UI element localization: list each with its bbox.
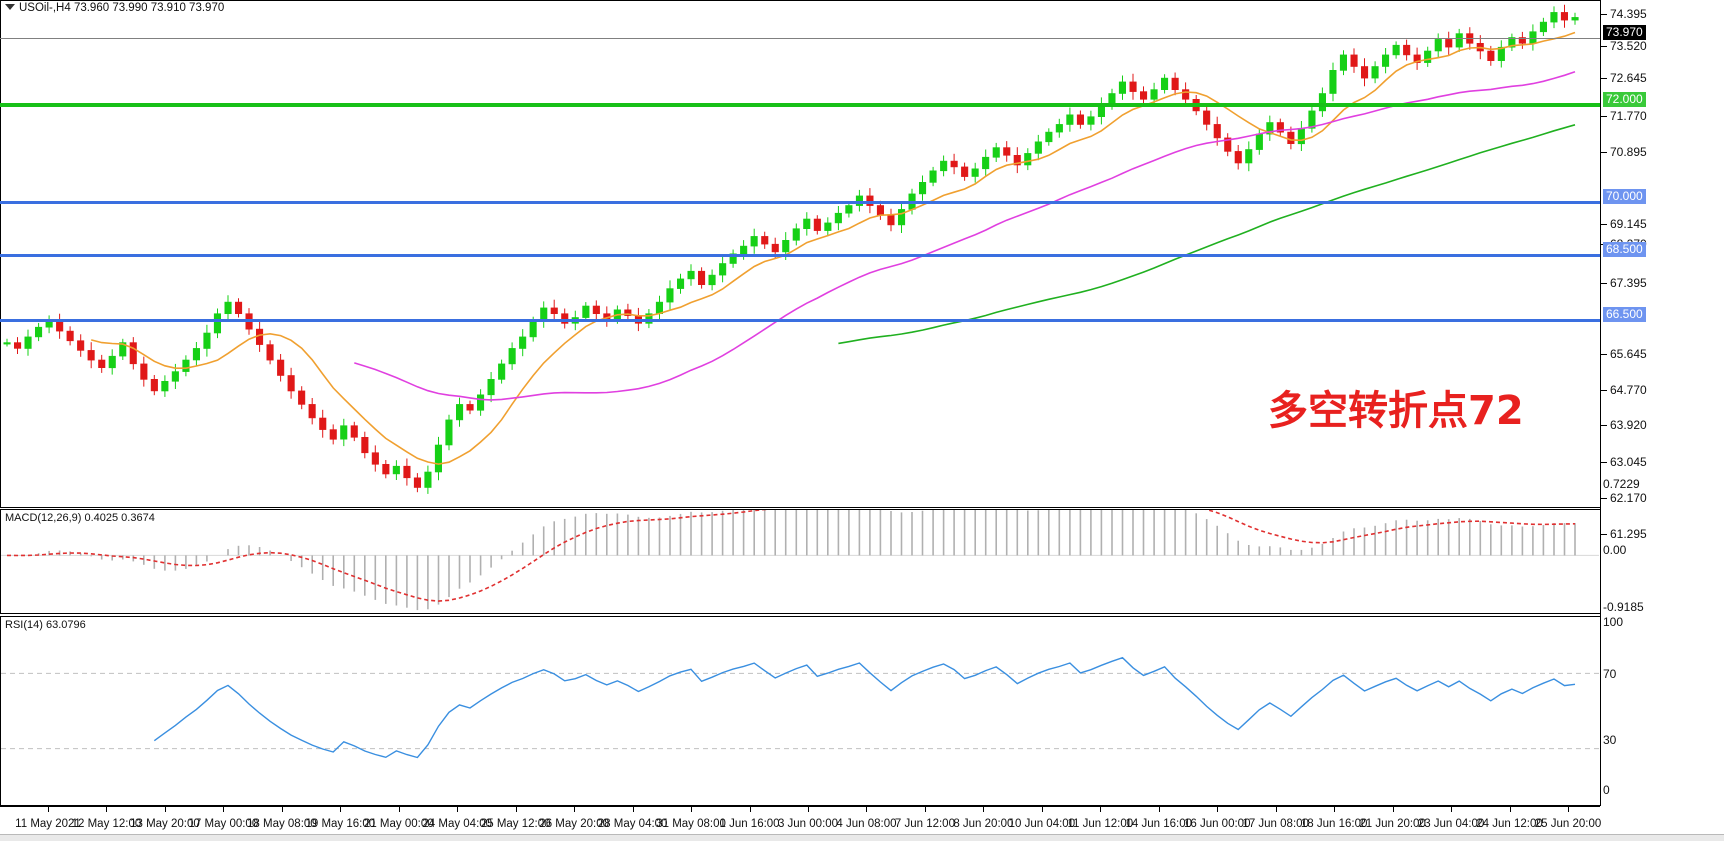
macd-panel[interactable] bbox=[0, 509, 1601, 614]
rsi-panel[interactable] bbox=[0, 616, 1601, 806]
time-axis-label: 23 Jun 04:00 bbox=[1417, 818, 1485, 830]
time-tick bbox=[1509, 807, 1511, 812]
time-axis-label: 24 May 04:00 bbox=[422, 818, 493, 830]
time-tick bbox=[457, 807, 459, 812]
time-axis-label: 8 Jun 20:00 bbox=[953, 818, 1014, 830]
chart-annotation-text: 多空转折点72 bbox=[1268, 388, 1524, 434]
macd-plot-area[interactable] bbox=[1, 510, 1600, 613]
time-axis-label: 25 May 12:00 bbox=[480, 818, 551, 830]
macd-tick-label: -0.9185 bbox=[1603, 600, 1644, 614]
time-axis-label: 18 May 08:00 bbox=[247, 818, 317, 830]
time-tick bbox=[866, 807, 868, 812]
price-scale[interactable]: 74.39573.52072.64571.77070.89569.14568.2… bbox=[1601, 0, 1724, 806]
time-axis-label: 1 Jun 16:00 bbox=[719, 818, 780, 830]
price-tick-label: 71.770 bbox=[1601, 109, 1647, 123]
time-tick bbox=[106, 807, 108, 812]
time-tick bbox=[1275, 807, 1277, 812]
time-axis-label: 14 Jun 16:00 bbox=[1125, 818, 1193, 830]
time-tick bbox=[398, 807, 400, 812]
rsi-plot-area[interactable] bbox=[1, 617, 1600, 805]
time-tick bbox=[1568, 807, 1569, 812]
time-axis-label: 12 May 12:00 bbox=[71, 818, 142, 830]
time-axis-label: 10 Jun 04:00 bbox=[1008, 818, 1076, 830]
time-tick bbox=[1041, 807, 1043, 812]
time-axis-label: 3 Jun 00:00 bbox=[777, 818, 839, 830]
price-level-line[interactable] bbox=[0, 200, 1600, 204]
time-tick bbox=[281, 807, 283, 812]
time-tick bbox=[983, 807, 985, 812]
time-tick bbox=[1451, 807, 1453, 812]
price-tick-label: 69.145 bbox=[1601, 217, 1647, 231]
price-level-line[interactable] bbox=[0, 253, 1600, 257]
time-tick bbox=[515, 807, 517, 812]
time-axis-label: 16 Jun 00:00 bbox=[1183, 818, 1251, 830]
time-axis-label: 17 Jun 08:00 bbox=[1242, 818, 1309, 830]
current-price-chip[interactable]: 73.970 bbox=[1603, 25, 1646, 40]
rsi-tick-label: 70 bbox=[1603, 667, 1617, 681]
price-tick-label: 67.395 bbox=[1601, 276, 1647, 290]
time-axis-label: 18 Jun 16:00 bbox=[1300, 818, 1368, 830]
time-axis-label: 21 May 00:00 bbox=[363, 818, 434, 830]
rsi-header-label: RSI(14) 63.0796 bbox=[5, 619, 86, 631]
time-axis-label: 25 Jun 20:00 bbox=[1534, 818, 1602, 830]
time-axis-label: 17 May 00:00 bbox=[188, 818, 259, 830]
price-axis-line bbox=[1600, 0, 1601, 806]
time-tick bbox=[632, 807, 634, 812]
time-axis-label: 19 May 16:00 bbox=[305, 818, 376, 830]
time-tick bbox=[808, 807, 809, 812]
time-tick bbox=[48, 807, 49, 812]
time-axis-label: 28 May 04:00 bbox=[597, 818, 668, 830]
price-tick-label: 65.645 bbox=[1601, 347, 1647, 361]
triangle-down-icon[interactable] bbox=[5, 4, 15, 10]
time-tick bbox=[1158, 807, 1160, 812]
macd-tick-label: 0.7229 bbox=[1603, 477, 1640, 491]
time-tick bbox=[1334, 807, 1336, 812]
price-level-line[interactable] bbox=[0, 318, 1600, 322]
price-tick-label: 64.770 bbox=[1601, 383, 1647, 397]
price-tick-label: 73.520 bbox=[1601, 39, 1647, 53]
time-tick bbox=[924, 807, 926, 812]
window-bottom-strip bbox=[0, 834, 1724, 841]
time-tick bbox=[1100, 807, 1102, 812]
level-72-chip[interactable]: 72.000 bbox=[1603, 92, 1646, 107]
level-70-chip[interactable]: 70.000 bbox=[1603, 189, 1646, 204]
level-68-5-chip[interactable]: 68.500 bbox=[1603, 242, 1646, 257]
time-tick bbox=[749, 807, 751, 812]
time-tick bbox=[223, 807, 225, 812]
time-tick bbox=[691, 807, 693, 812]
rsi-tick-label: 100 bbox=[1603, 615, 1624, 629]
price-level-line[interactable] bbox=[0, 103, 1600, 107]
rsi-tick-label: 0 bbox=[1603, 783, 1610, 797]
chart-symbol-header: USOil-,H4 73.960 73.990 73.910 73.970 bbox=[19, 2, 225, 14]
rsi-tick-label: 30 bbox=[1603, 733, 1617, 747]
time-axis-label: 13 May 20:00 bbox=[130, 818, 200, 830]
time-tick bbox=[164, 807, 166, 812]
price-level-line[interactable] bbox=[0, 37, 1600, 39]
time-axis-label: 4 Jun 08:00 bbox=[836, 818, 897, 830]
time-tick bbox=[1392, 807, 1394, 812]
price-tick-label: 63.045 bbox=[1601, 455, 1647, 469]
price-tick-label: 72.645 bbox=[1601, 71, 1647, 85]
time-axis-label: 26 May 20:00 bbox=[539, 818, 609, 830]
macd-tick-label: 0.00 bbox=[1603, 543, 1627, 557]
price-tick-label: 62.170 bbox=[1601, 491, 1647, 505]
price-tick-label: 74.395 bbox=[1601, 7, 1647, 21]
time-tick bbox=[574, 807, 576, 812]
time-axis-label: 24 Jun 12:00 bbox=[1476, 818, 1543, 830]
price-tick-label: 61.295 bbox=[1601, 527, 1647, 541]
time-axis-label: 21 Jun 20:00 bbox=[1359, 818, 1426, 830]
time-axis-label: 31 May 08:00 bbox=[656, 818, 726, 830]
price-tick-label: 63.920 bbox=[1601, 418, 1647, 432]
time-axis-label: 7 Jun 12:00 bbox=[894, 818, 955, 830]
time-tick bbox=[1217, 807, 1219, 812]
time-axis-label: 11 May 2021 bbox=[15, 818, 81, 830]
price-tick-label: 70.895 bbox=[1601, 145, 1647, 159]
time-axis-label: 11 Jun 12:00 bbox=[1067, 818, 1134, 830]
level-66-5-chip[interactable]: 66.500 bbox=[1603, 307, 1646, 322]
time-tick bbox=[340, 807, 342, 812]
macd-header-label: MACD(12,26,9) 0.4025 0.3674 bbox=[5, 512, 155, 524]
